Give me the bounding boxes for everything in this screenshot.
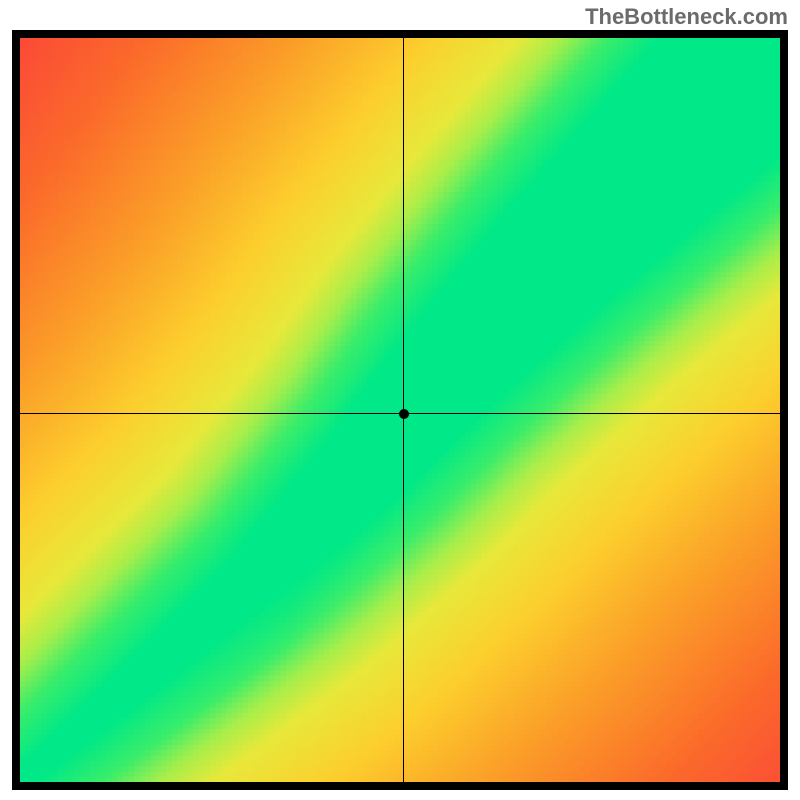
- watermark-text: TheBottleneck.com: [585, 4, 788, 30]
- crosshair-dot: [399, 409, 409, 419]
- chart-container: TheBottleneck.com: [0, 0, 800, 800]
